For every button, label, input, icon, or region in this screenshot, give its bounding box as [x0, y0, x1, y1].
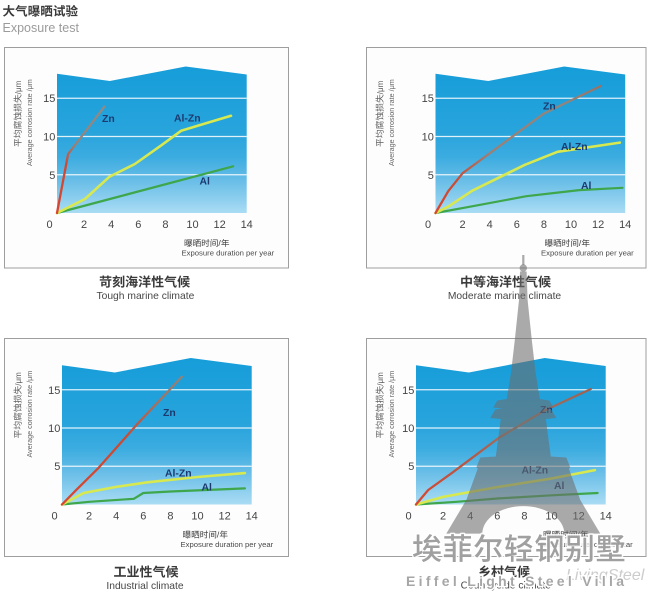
svg-text:Al-Zn: Al-Zn [165, 469, 192, 480]
svg-text:Average corrosion rate /μm: Average corrosion rate /μm [25, 79, 34, 166]
svg-text:2: 2 [440, 510, 446, 522]
svg-text:Exposure duration per year: Exposure duration per year [541, 248, 634, 257]
svg-text:2: 2 [460, 219, 466, 231]
svg-text:4: 4 [108, 219, 114, 231]
svg-text:8: 8 [167, 510, 173, 522]
svg-text:6: 6 [494, 510, 500, 522]
svg-text:Al: Al [200, 177, 211, 188]
svg-text:0: 0 [47, 219, 53, 231]
svg-text:12: 12 [213, 219, 225, 231]
svg-text:10: 10 [186, 219, 198, 231]
svg-text:6: 6 [135, 219, 141, 231]
svg-text:Moderate marine climate: Moderate marine climate [448, 291, 562, 302]
svg-text:/: / [579, 238, 582, 248]
svg-text:6: 6 [514, 219, 520, 231]
svg-text:Al-Zn: Al-Zn [561, 142, 588, 153]
svg-text:Al-Zn: Al-Zn [174, 114, 201, 125]
svg-text:/μm: /μm [376, 372, 385, 386]
svg-text:/μm: /μm [14, 80, 23, 94]
svg-text:Average corrosion rate /μm: Average corrosion rate /μm [387, 371, 396, 458]
svg-text:0: 0 [52, 510, 58, 522]
svg-text:5: 5 [408, 461, 414, 473]
svg-text:10: 10 [402, 423, 414, 435]
svg-text:Industrial climate: Industrial climate [106, 581, 184, 592]
svg-text:15: 15 [402, 385, 414, 397]
svg-text:Zn: Zn [163, 408, 176, 419]
svg-text:8: 8 [541, 219, 547, 231]
svg-text:Average corrosion rate /μm: Average corrosion rate /μm [387, 79, 396, 166]
svg-text:0: 0 [406, 510, 412, 522]
svg-text:Eiffel Light Steel Villa: Eiffel Light Steel Villa [406, 573, 627, 589]
svg-text:15: 15 [422, 93, 434, 105]
svg-text:14: 14 [246, 510, 258, 522]
svg-text:14: 14 [241, 219, 253, 231]
svg-text:Al: Al [581, 181, 592, 192]
svg-text:2: 2 [81, 219, 87, 231]
svg-text:5: 5 [49, 170, 55, 182]
svg-text:/: / [218, 238, 221, 248]
svg-text:15: 15 [43, 93, 55, 105]
svg-text:2: 2 [86, 510, 92, 522]
svg-text:Exposure test: Exposure test [3, 21, 80, 35]
svg-text:0: 0 [425, 219, 431, 231]
svg-text:12: 12 [592, 219, 604, 231]
svg-text:Zn: Zn [543, 102, 556, 113]
svg-text:LivingSteel: LivingSteel [566, 567, 645, 584]
svg-text:Exposure duration per year: Exposure duration per year [181, 540, 274, 549]
svg-text:14: 14 [600, 510, 612, 522]
svg-text:12: 12 [218, 510, 230, 522]
svg-text:6: 6 [140, 510, 146, 522]
svg-text:Countryside climate: Countryside climate [461, 581, 552, 592]
svg-text:15: 15 [48, 385, 60, 397]
svg-text:/: / [217, 530, 220, 540]
svg-text:Al: Al [202, 483, 213, 494]
svg-text:Zn: Zn [102, 114, 115, 125]
svg-text:10: 10 [565, 219, 577, 231]
svg-text:/μm: /μm [376, 80, 385, 94]
svg-text:10: 10 [48, 423, 60, 435]
svg-text:5: 5 [428, 170, 434, 182]
svg-text:10: 10 [43, 132, 55, 144]
svg-text:8: 8 [162, 219, 168, 231]
svg-text:Tough marine climate: Tough marine climate [96, 291, 194, 302]
svg-text:5: 5 [54, 461, 60, 473]
svg-text:10: 10 [422, 132, 434, 144]
svg-text:8: 8 [521, 510, 527, 522]
svg-text:/μm: /μm [14, 372, 23, 386]
svg-text:Average corrosion rate /μm: Average corrosion rate /μm [25, 371, 34, 458]
svg-text:14: 14 [619, 219, 631, 231]
svg-text:4: 4 [113, 510, 119, 522]
svg-text:Exposure duration per year: Exposure duration per year [182, 248, 275, 257]
svg-text:10: 10 [191, 510, 203, 522]
svg-text:4: 4 [487, 219, 493, 231]
